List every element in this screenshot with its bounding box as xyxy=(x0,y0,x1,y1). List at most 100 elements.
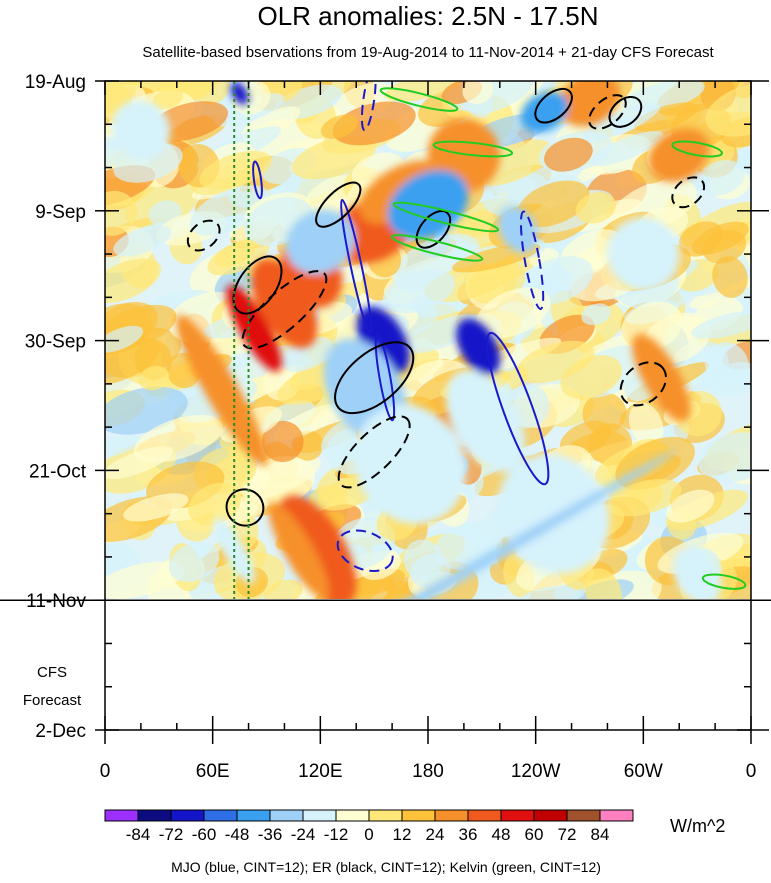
x-tick-label: 120W xyxy=(511,761,561,782)
contour-legend: MJO (blue, CINT=12); ER (black, CINT=12)… xyxy=(171,859,601,875)
anomaly-texture-cell xyxy=(691,310,751,339)
anomaly-texture-cell xyxy=(634,102,698,132)
anomaly-texture-cell xyxy=(628,402,664,447)
anomaly-texture-cell xyxy=(705,342,750,389)
anomaly-texture-cell xyxy=(666,489,715,523)
anomaly-texture-cell xyxy=(589,131,664,167)
x-tick-label: 60W xyxy=(624,761,663,782)
colorbar-swatch xyxy=(434,809,469,822)
colorbar: -84 -72 -60 -48 -36 -24 -12 0 12 24 36 48 60 72 84 xyxy=(104,809,634,844)
anomaly-texture-cell xyxy=(516,340,595,384)
contour-mjo-3 xyxy=(252,160,263,200)
anomaly-feature-24 xyxy=(672,546,722,599)
reference-longitude-lines xyxy=(233,81,250,599)
y-tick-label: 9-Sep xyxy=(35,202,86,223)
contour-er-13 xyxy=(415,210,452,249)
anomaly-texture-cell xyxy=(320,114,358,139)
anomaly-feature-16 xyxy=(445,370,525,472)
anomaly-texture-cell xyxy=(263,579,303,599)
anomaly-texture-cell xyxy=(712,256,748,298)
anomaly-texture-cell xyxy=(261,420,304,463)
filtered-wave-contours xyxy=(186,81,747,590)
anomaly-texture-cell xyxy=(138,366,170,391)
anomaly-texture-cell xyxy=(584,568,623,599)
contour-kelvin-23 xyxy=(379,87,459,112)
anomaly-texture-cell xyxy=(214,240,258,267)
anomaly-texture-cell xyxy=(462,81,493,105)
colorbar-swatch xyxy=(500,809,535,822)
anomaly-texture-cell xyxy=(607,479,682,517)
anomaly-feature-12 xyxy=(632,333,691,422)
anomaly-texture-cell xyxy=(696,160,745,196)
colorbar-level-label: -60 xyxy=(192,825,217,844)
colorbar-swatch xyxy=(533,809,568,822)
anomaly-texture-cell xyxy=(105,137,125,167)
anomaly-texture-cell xyxy=(582,392,627,435)
colorbar-swatch xyxy=(467,809,502,822)
colorbar-swatch xyxy=(137,809,172,822)
anomaly-texture-cell xyxy=(544,137,593,172)
anomaly-texture-cell xyxy=(517,180,590,228)
colorbar-level-label: 48 xyxy=(492,825,511,844)
colorbar-level-label: -84 xyxy=(126,825,151,844)
colorbar-level-label: 24 xyxy=(426,825,445,844)
contour-kelvin-24 xyxy=(671,140,723,158)
colorbar-swatch xyxy=(236,809,271,822)
chart-title: OLR anomalies: 2.5N - 17.5N xyxy=(257,1,598,31)
forecast-label: CFS Forecast xyxy=(23,664,82,709)
anomaly-feature-6 xyxy=(268,502,330,599)
anomaly-feature-25 xyxy=(179,450,677,599)
anomaly-feature-0 xyxy=(230,82,249,105)
y-tick-label: 2-Dec xyxy=(35,721,86,742)
anomaly-texture-cell xyxy=(575,192,617,224)
colorbar-swatch xyxy=(302,809,337,822)
anomaly-texture-cell xyxy=(385,81,465,102)
contour-mjo-2 xyxy=(374,334,396,422)
anomaly-texture-cell xyxy=(134,414,223,463)
colorbar-level-label: 36 xyxy=(459,825,478,844)
anomaly-texture-cell xyxy=(105,325,144,353)
anomaly-texture-cell xyxy=(105,561,185,599)
colorbar-level-label: -12 xyxy=(324,825,349,844)
colorbar-level-label: -24 xyxy=(291,825,316,844)
anomaly-texture-cell xyxy=(105,190,137,236)
anomaly-texture-cell xyxy=(168,541,220,583)
contour-mjo-5 xyxy=(519,210,545,310)
colorbar-level-label: -72 xyxy=(159,825,184,844)
y-tick-label: 11-Nov xyxy=(26,591,86,612)
y-tick-label: 30-Sep xyxy=(25,332,86,353)
anomaly-feature-21 xyxy=(354,404,466,525)
anomaly-texture-cell xyxy=(189,185,270,236)
anomaly-texture-cell xyxy=(403,539,443,581)
y-axis-ticks: 19-Aug 9-Sep 30-Sep 21-Oct 11-Nov 2-Dec xyxy=(25,72,769,742)
anomaly-texture-cell xyxy=(113,225,172,257)
colorbar-level-label: 0 xyxy=(364,825,373,844)
x-tick-label: 0 xyxy=(746,761,757,782)
anomaly-feature-2 xyxy=(226,284,282,372)
anomaly-feature-3 xyxy=(251,258,318,349)
anomaly-texture-cell xyxy=(678,221,724,257)
y-tick-label: 21-Oct xyxy=(29,461,87,482)
anomaly-texture-cell xyxy=(475,287,551,339)
anomaly-texture-cell xyxy=(105,258,162,304)
colorbar-level-label: 60 xyxy=(525,825,544,844)
contour-er-14 xyxy=(241,270,328,350)
anomaly-texture-cell xyxy=(382,268,456,314)
anomaly-feature-18 xyxy=(387,170,469,239)
forecast-label-line-1: CFS xyxy=(37,664,67,681)
colorbar-swatch xyxy=(401,809,436,822)
contour-er-10 xyxy=(315,181,362,228)
anomaly-texture-cell xyxy=(581,303,611,326)
contour-er-9 xyxy=(225,488,265,527)
colorbar-swatch xyxy=(566,809,601,822)
anomaly-texture-cell xyxy=(123,493,189,522)
forecast-label-line-2: Forecast xyxy=(23,692,82,709)
contour-er-16 xyxy=(619,361,667,407)
x-tick-label: 120E xyxy=(298,761,342,782)
contour-kelvin-22 xyxy=(432,140,514,158)
colorbar-swatch xyxy=(335,809,370,822)
anomaly-texture-cell xyxy=(259,81,303,103)
x-tick-label: 60E xyxy=(196,761,230,782)
anomaly-texture-cell xyxy=(152,88,184,110)
